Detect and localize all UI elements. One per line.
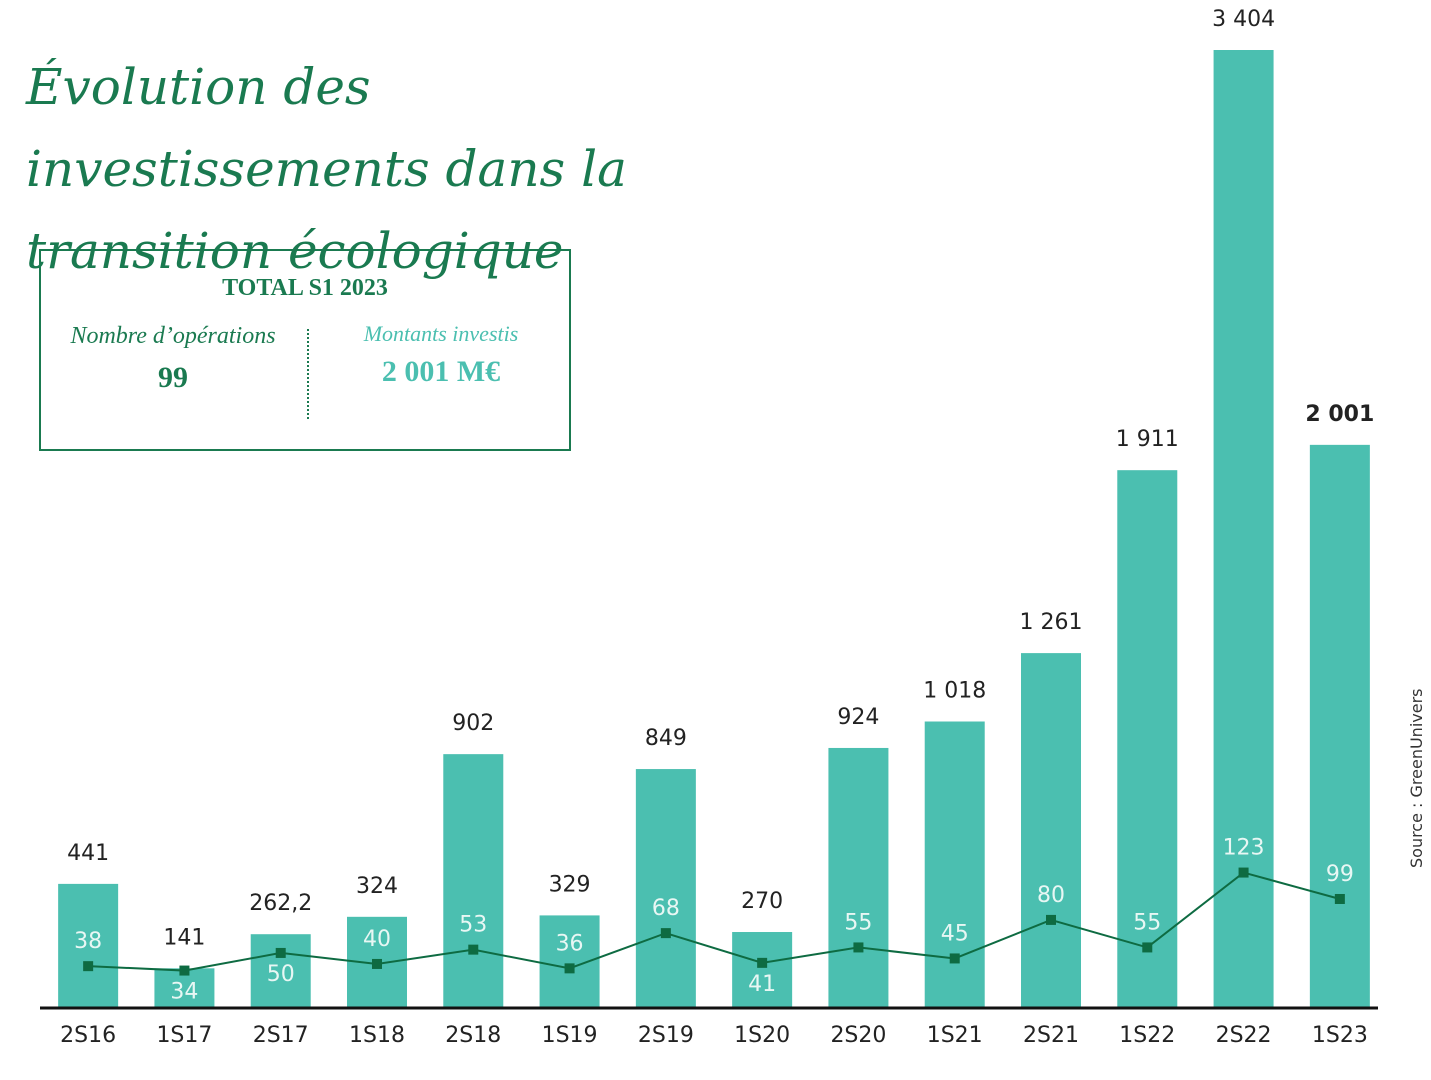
- bar-value-label: 324: [356, 874, 398, 899]
- line-value-label: 50: [267, 962, 295, 987]
- line-value-label: 55: [1133, 910, 1161, 935]
- x-tick-label: 2S20: [830, 1023, 886, 1048]
- bar: [828, 747, 889, 1008]
- line-value-label: 80: [1037, 883, 1065, 908]
- line-marker: [1046, 914, 1056, 925]
- bar-value-label: 441: [67, 841, 109, 866]
- line-value-label: 68: [652, 896, 680, 921]
- bar-value-label: 902: [452, 711, 494, 736]
- x-tick-label: 1S18: [349, 1023, 405, 1048]
- summary-label: Nombre d’opérations: [70, 323, 276, 349]
- bar: [58, 883, 119, 1008]
- chart-title: Évolution des investissements dans la tr…: [26, 58, 627, 280]
- line-value-label: 36: [556, 931, 584, 956]
- bar-value-label: 1 018: [923, 679, 986, 704]
- line-value-label: 38: [74, 929, 102, 954]
- line-marker: [468, 944, 479, 955]
- x-tick-label: 1S23: [1312, 1023, 1368, 1048]
- line-marker: [83, 961, 94, 972]
- x-tick-label: 2S21: [1023, 1023, 1079, 1048]
- bar: [635, 769, 696, 1008]
- line-marker: [853, 942, 864, 953]
- bar: [1309, 444, 1370, 1009]
- line-marker: [949, 953, 960, 964]
- summary-label: Montants investis: [363, 321, 519, 346]
- bar-value-label: 1 911: [1116, 427, 1179, 452]
- bar-value-label: 1 261: [1020, 610, 1083, 635]
- line-marker: [1142, 942, 1153, 953]
- line-value-label: 45: [941, 921, 969, 946]
- line-marker: [372, 958, 382, 969]
- line: [88, 871, 1341, 972]
- summary-left: Nombre d’opérations 99: [63, 317, 283, 397]
- bar: [443, 754, 504, 1008]
- line-marker: [757, 957, 768, 968]
- bar-value-label: 2 001: [1305, 402, 1374, 427]
- x-tick-label: 2S22: [1216, 1023, 1272, 1048]
- summary-value: 2 001 M€: [381, 355, 501, 388]
- line-value-label: 123: [1223, 836, 1265, 861]
- x-tick-label: 2S18: [445, 1023, 501, 1048]
- line-value-label: 34: [170, 980, 198, 1005]
- x-tick-label: 1S17: [156, 1023, 212, 1048]
- line-value-label: 53: [459, 913, 487, 938]
- line-value-label: 40: [363, 927, 391, 952]
- x-tick-label: 1S22: [1119, 1023, 1175, 1048]
- x-tick-label: 2S17: [253, 1023, 309, 1048]
- bar-value-label: 849: [645, 726, 687, 751]
- bar-value-label: 329: [549, 872, 591, 897]
- line-marker: [564, 963, 575, 974]
- line-marker: [1334, 893, 1345, 904]
- bar: [1213, 50, 1274, 1008]
- bar-value-label: 262,2: [249, 891, 312, 916]
- bar-value-label: 270: [741, 889, 783, 914]
- bar-value-label: 3 404: [1212, 7, 1275, 32]
- line-marker: [1238, 867, 1249, 878]
- x-tick-label: 2S19: [638, 1023, 694, 1048]
- x-tick-label: 1S19: [542, 1023, 598, 1048]
- bar: [924, 721, 985, 1008]
- line-marker: [179, 965, 190, 976]
- summary-box: TOTAL S1 2023 Nombre d’opérations 99 Mon…: [39, 249, 571, 451]
- bar-value-label: 924: [837, 705, 879, 730]
- line-marker: [660, 928, 671, 939]
- x-tick-label: 1S20: [734, 1023, 790, 1048]
- line-value-label: 55: [844, 910, 872, 935]
- line-marker: [275, 947, 286, 958]
- summary-value: 99: [158, 361, 188, 394]
- bar: [1021, 653, 1081, 1008]
- line-value-label: 99: [1326, 862, 1354, 887]
- bar: [250, 934, 311, 1008]
- separator: [307, 329, 309, 419]
- x-tick-label: 1S21: [927, 1023, 983, 1048]
- bar: [732, 932, 793, 1008]
- bar: [1117, 470, 1178, 1008]
- x-tick-label: 2S16: [60, 1023, 116, 1048]
- summary-right: Montants investis 2 001 M€: [331, 317, 551, 389]
- bar-value-label: 141: [163, 925, 205, 950]
- summary-heading: TOTAL S1 2023: [222, 275, 388, 301]
- line-value-label: 41: [748, 972, 776, 997]
